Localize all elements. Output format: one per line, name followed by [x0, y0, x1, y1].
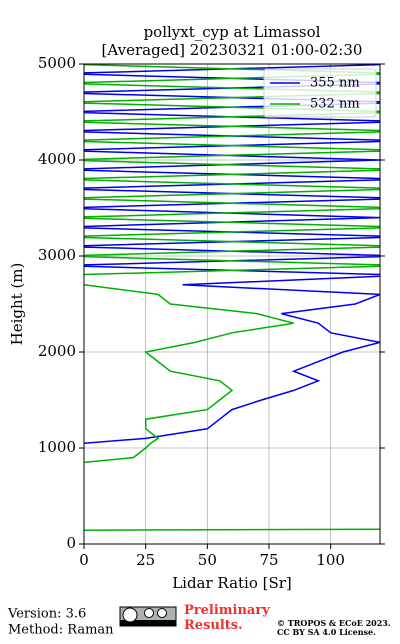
- legend-label: 355 nm: [310, 76, 360, 91]
- profile-line: [84, 64, 380, 444]
- x-tick-label: 50: [198, 551, 217, 569]
- version: Version: 3.6: [7, 607, 86, 622]
- y-tick-label: 0: [66, 534, 76, 552]
- y-axis-label: Height (m): [8, 263, 26, 346]
- cc-circle: [122, 607, 138, 623]
- copyright: © TROPOS & ECoE 2023.: [277, 618, 391, 628]
- legend: 355 nm 532 nm: [263, 68, 377, 118]
- chart-title: pollyxt_cyp at Limassol: [144, 23, 321, 41]
- x-axis-label: Lidar Ratio [Sr]: [172, 574, 292, 592]
- legend-box: [263, 68, 377, 118]
- license: CC BY SA 4.0 License.: [277, 627, 376, 637]
- y-tick-label: 4000: [38, 150, 76, 168]
- x-tick-label: 25: [136, 551, 155, 569]
- legend-label: 532 nm: [310, 97, 360, 112]
- y-tick-label: 3000: [38, 246, 76, 264]
- y-tick-label: 1000: [38, 438, 76, 456]
- plot-frame: [83, 63, 381, 545]
- y-tick-label: 2000: [38, 342, 76, 360]
- sa-circle: [157, 608, 167, 618]
- profile-line: [84, 64, 380, 531]
- y-tick-label: 5000: [38, 54, 76, 72]
- cc-logo: [119, 606, 177, 627]
- method: Method: Raman: [8, 623, 114, 638]
- by-circle: [144, 608, 154, 618]
- x-tick-label: 100: [316, 551, 345, 569]
- plot-area: [84, 64, 380, 531]
- cc-band: [120, 620, 176, 626]
- x-tick-label: 75: [259, 551, 278, 569]
- status-line: Preliminary Results.: [184, 603, 270, 633]
- x-tick-label: 0: [79, 551, 89, 569]
- chart-subtitle: [Averaged] 20230321 01:00-02:30: [102, 41, 363, 59]
